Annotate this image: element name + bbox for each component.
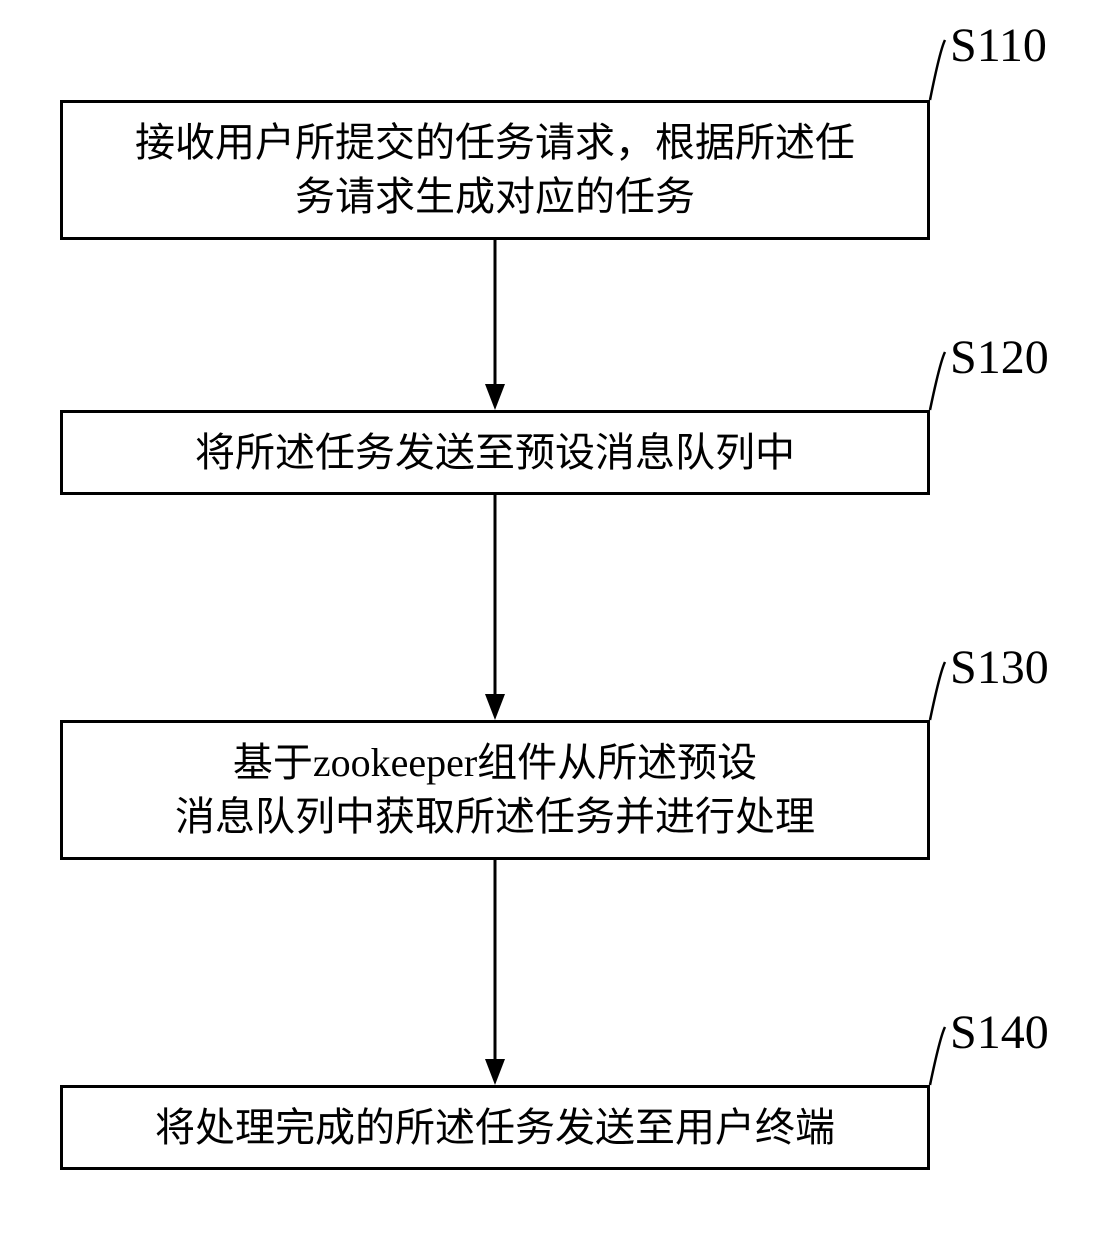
step-label-s140: S140 — [950, 1005, 1049, 1060]
flowchart-container: 接收用户所提交的任务请求，根据所述任 务请求生成对应的任务 S110 将所述任务… — [0, 0, 1101, 1235]
leader-s140 — [0, 0, 1101, 1235]
